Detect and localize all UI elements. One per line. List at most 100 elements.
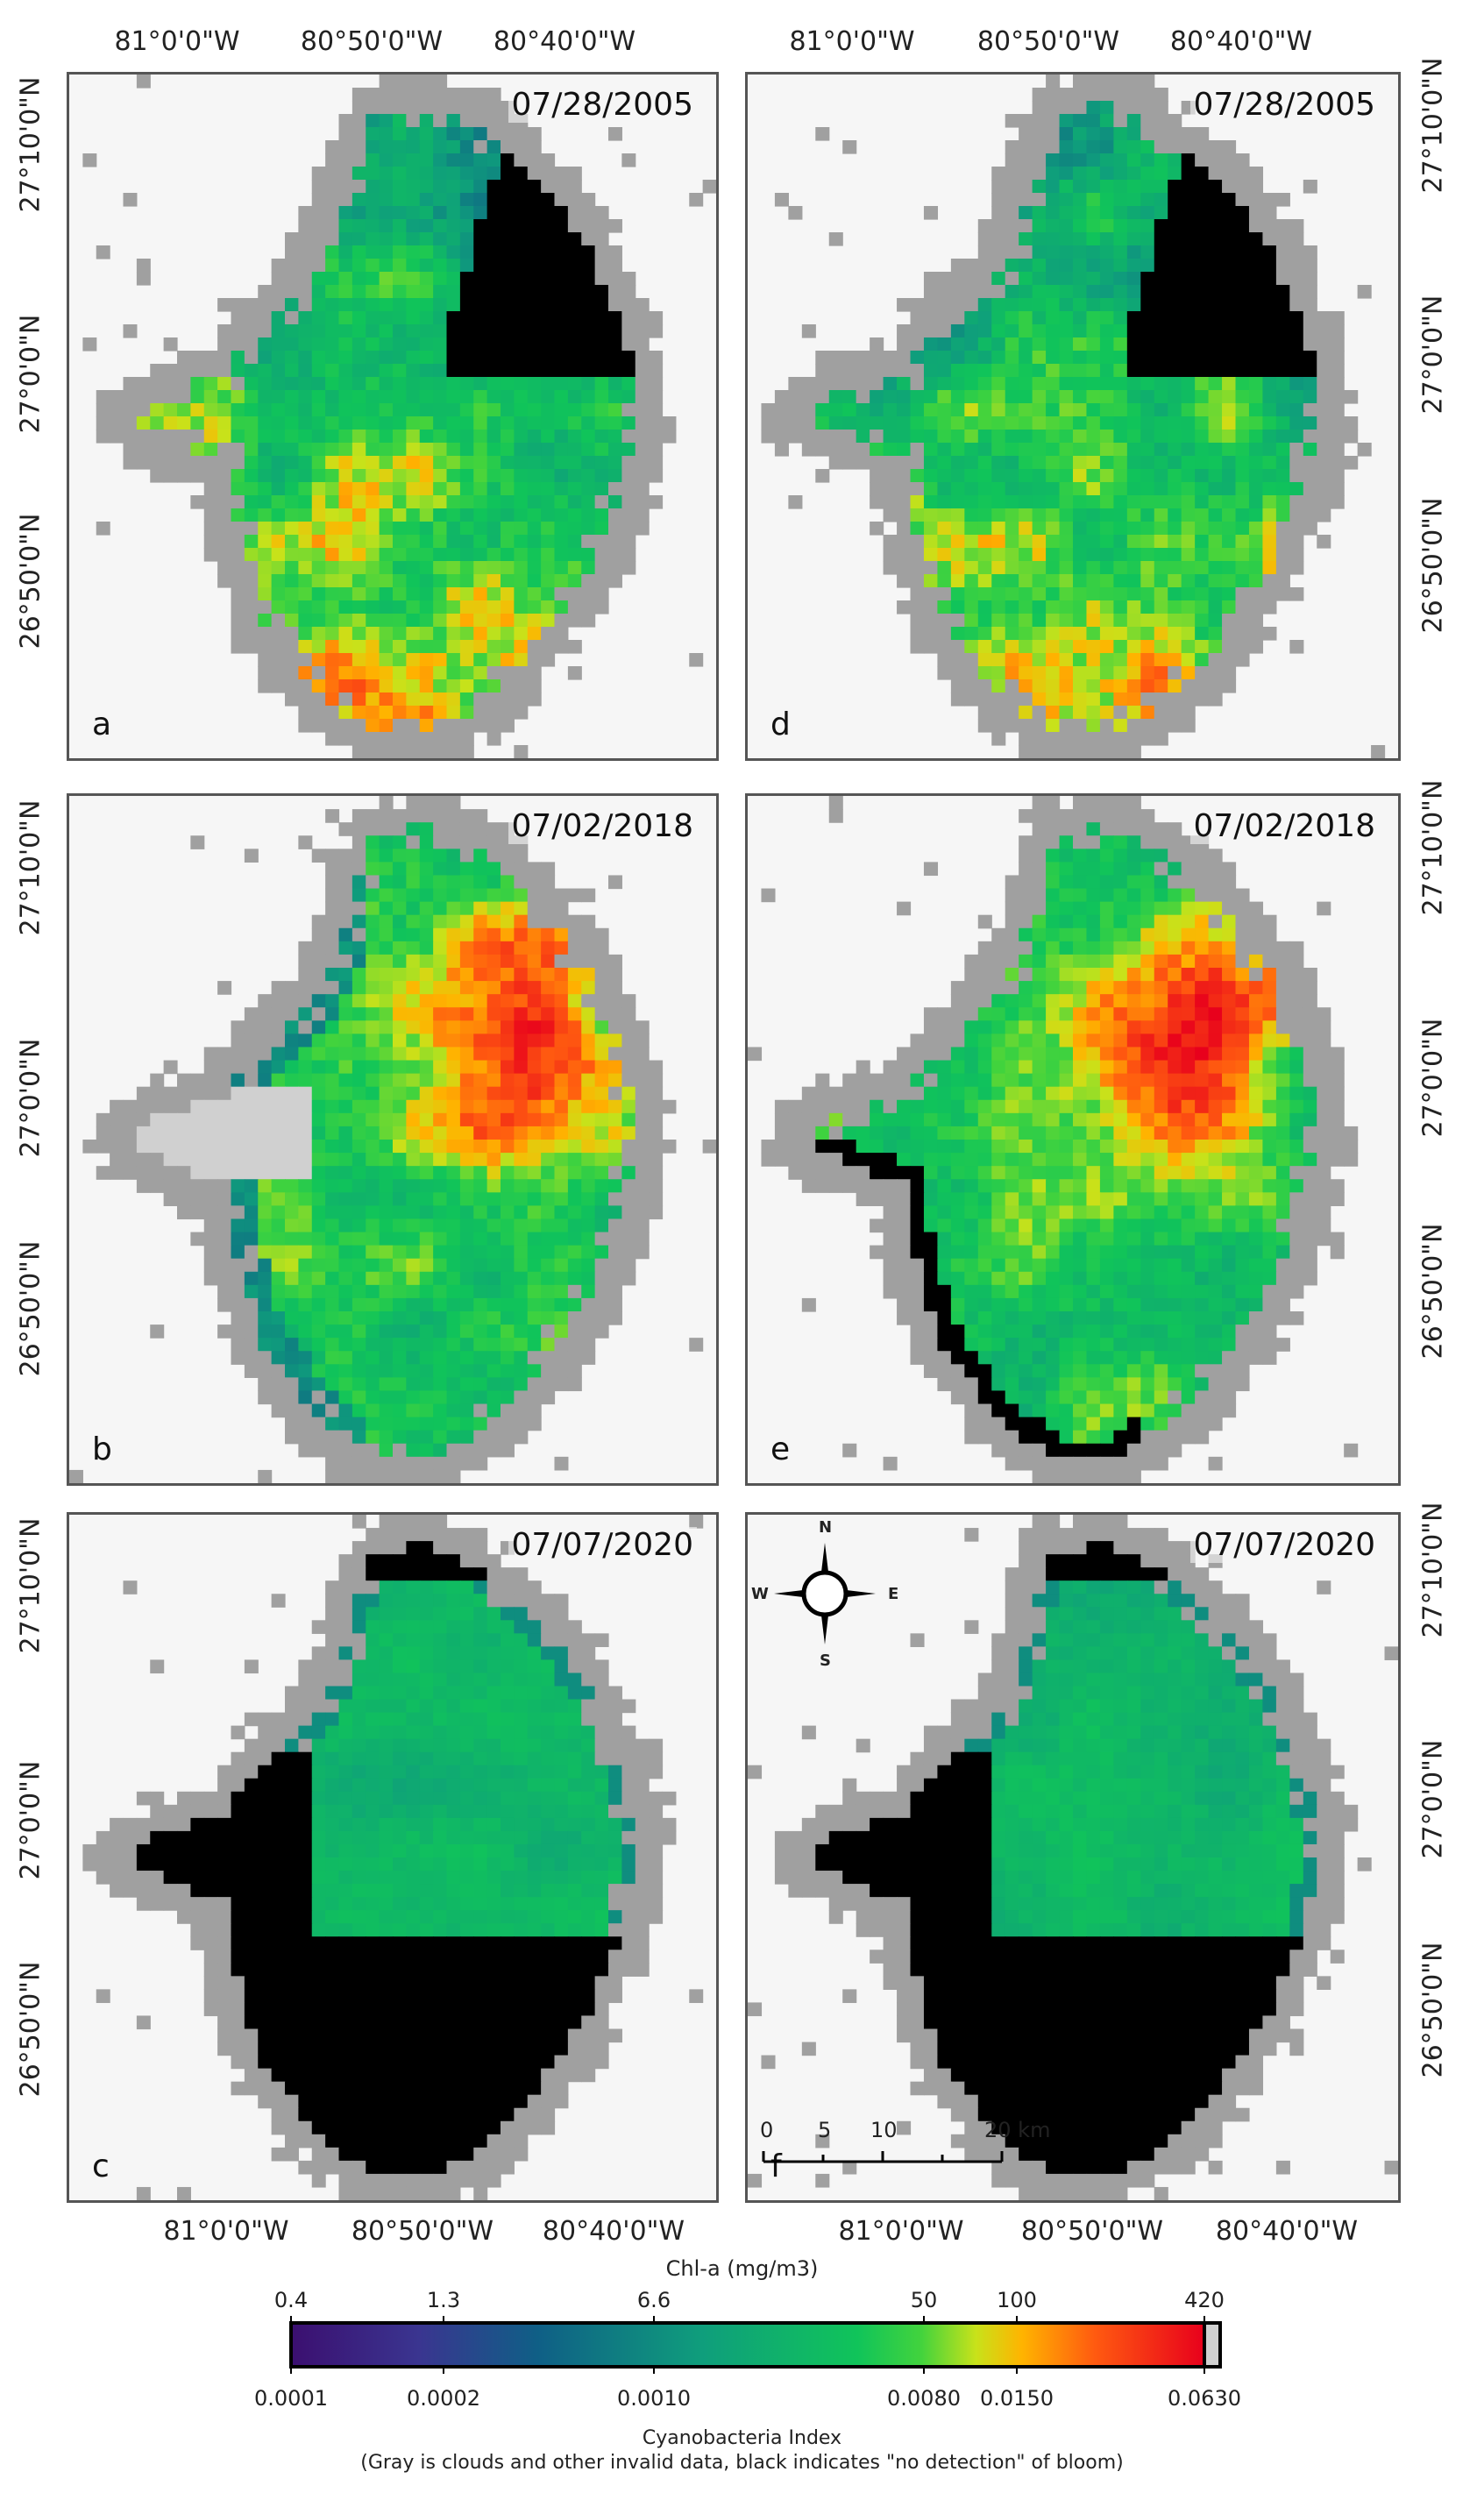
map-pixel bbox=[1099, 888, 1114, 903]
map-pixel bbox=[527, 495, 542, 509]
map-pixel bbox=[311, 1258, 326, 1273]
map-pixel bbox=[419, 153, 434, 167]
map-pixel bbox=[621, 430, 636, 444]
map-pixel bbox=[298, 981, 313, 995]
map-pixel bbox=[1073, 219, 1088, 233]
map-pixel bbox=[271, 614, 286, 628]
map-pixel bbox=[923, 561, 939, 575]
map-pixel bbox=[366, 1086, 380, 1101]
map-pixel bbox=[1019, 456, 1033, 470]
map-pixel bbox=[581, 337, 596, 352]
map-pixel bbox=[473, 666, 488, 680]
map-pixel bbox=[1073, 653, 1088, 667]
map-pixel bbox=[366, 482, 380, 496]
map-pixel bbox=[473, 809, 488, 823]
map-pixel bbox=[923, 1153, 939, 1167]
map-pixel bbox=[433, 1112, 448, 1127]
map-pixel bbox=[761, 888, 776, 903]
map-pixel bbox=[1154, 1112, 1168, 1127]
map-pixel bbox=[910, 1073, 925, 1088]
map-pixel bbox=[1005, 482, 1019, 496]
map-pixel bbox=[581, 1099, 596, 1114]
map-pixel bbox=[338, 822, 353, 836]
map-pixel bbox=[1126, 796, 1141, 810]
map-pixel bbox=[950, 981, 965, 995]
map-pixel bbox=[1099, 522, 1114, 536]
map-pixel bbox=[567, 219, 582, 233]
map-pixel bbox=[406, 285, 421, 299]
map-pixel bbox=[1099, 1073, 1114, 1088]
map-pixel bbox=[473, 259, 488, 273]
map-pixel bbox=[514, 627, 529, 641]
map-pixel bbox=[190, 495, 205, 509]
map-pixel bbox=[258, 430, 273, 444]
map-pixel bbox=[1181, 403, 1196, 417]
map-pixel bbox=[527, 653, 542, 667]
map-pixel bbox=[1086, 193, 1101, 207]
map-pixel bbox=[486, 927, 501, 942]
map-pixel bbox=[406, 981, 421, 995]
map-pixel bbox=[298, 259, 313, 273]
map-pixel bbox=[351, 1153, 366, 1167]
map-pixel bbox=[325, 1007, 340, 1021]
map-pixel bbox=[177, 403, 191, 417]
map-pixel bbox=[486, 403, 501, 417]
map-pixel bbox=[514, 1297, 529, 1312]
map-pixel bbox=[1289, 968, 1304, 982]
map-pixel bbox=[581, 981, 596, 995]
map-pixel bbox=[406, 1086, 421, 1101]
map-pixel bbox=[351, 311, 366, 325]
map-pixel bbox=[1099, 232, 1114, 246]
map-pixel bbox=[163, 1166, 178, 1180]
map-pixel bbox=[1086, 875, 1101, 890]
map-pixel bbox=[1208, 206, 1223, 220]
map-pixel bbox=[244, 1311, 259, 1325]
map-pixel bbox=[514, 259, 529, 273]
map-pixel bbox=[1059, 1086, 1074, 1101]
map-pixel bbox=[217, 1179, 232, 1193]
map-pixel bbox=[1073, 351, 1088, 365]
map-pixel bbox=[1140, 167, 1155, 181]
map-pixel bbox=[258, 1218, 273, 1233]
map-pixel bbox=[338, 430, 353, 444]
map-pixel bbox=[1140, 1073, 1155, 1088]
map-pixel bbox=[1222, 535, 1237, 549]
map-pixel bbox=[621, 1179, 636, 1193]
map-pixel bbox=[419, 1166, 434, 1180]
map-pixel bbox=[883, 403, 898, 417]
map-pixel bbox=[1154, 901, 1168, 916]
map-pixel bbox=[110, 390, 124, 404]
map-pixel bbox=[910, 416, 925, 430]
map-pixel bbox=[459, 1403, 474, 1418]
map-pixel bbox=[1303, 364, 1317, 378]
map-pixel bbox=[856, 1126, 870, 1140]
map-pixel bbox=[964, 614, 979, 628]
map-pixel bbox=[1113, 954, 1128, 969]
map-pixel bbox=[1168, 1140, 1182, 1154]
map-pixel bbox=[473, 888, 488, 903]
map-pixel bbox=[459, 351, 474, 365]
map-pixel bbox=[311, 508, 326, 522]
map-pixel bbox=[977, 245, 992, 259]
map-pixel bbox=[311, 232, 326, 246]
map-pixel bbox=[473, 1377, 488, 1392]
map-pixel bbox=[501, 692, 515, 707]
map-pixel bbox=[991, 600, 1006, 614]
map-pixel bbox=[311, 219, 326, 233]
map-pixel bbox=[621, 390, 636, 404]
map-pixel bbox=[366, 1140, 380, 1154]
map-pixel bbox=[1073, 745, 1088, 758]
map-pixel bbox=[351, 1232, 366, 1246]
map-pixel bbox=[1073, 640, 1088, 654]
map-pixel bbox=[649, 351, 664, 365]
map-pixel bbox=[541, 1073, 556, 1088]
map-pixel bbox=[1195, 245, 1210, 259]
map-pixel bbox=[1168, 1086, 1182, 1101]
map-pixel bbox=[1140, 1112, 1155, 1127]
map-pixel bbox=[325, 1364, 340, 1378]
map-pixel bbox=[950, 640, 965, 654]
map-pixel bbox=[459, 1086, 474, 1101]
map-pixel bbox=[621, 1060, 636, 1075]
map-pixel bbox=[446, 259, 461, 273]
map-pixel bbox=[1195, 232, 1210, 246]
